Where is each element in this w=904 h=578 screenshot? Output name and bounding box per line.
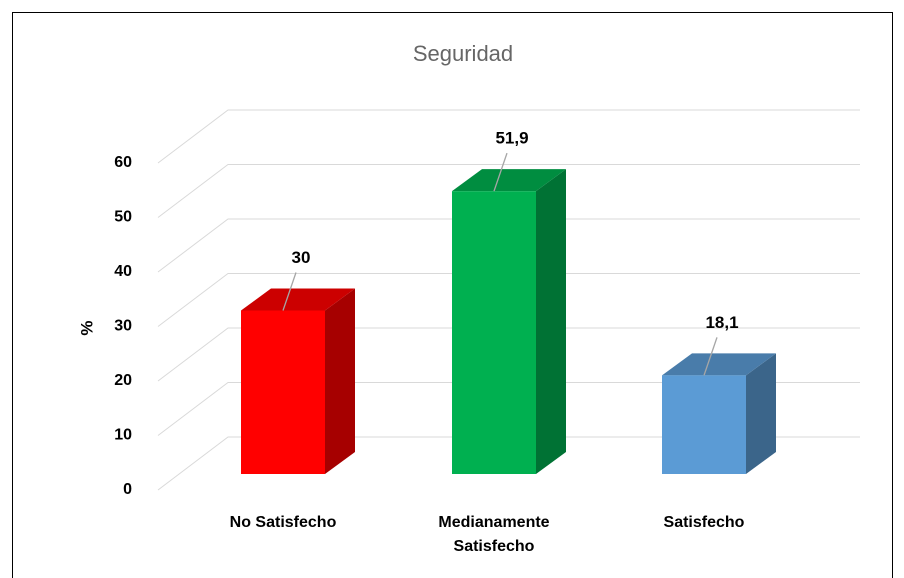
leader-line (493, 152, 508, 192)
bar-top (662, 353, 776, 376)
y-tick-label: 20 (114, 372, 132, 389)
bar-side (325, 288, 355, 474)
grid-line (157, 218, 860, 273)
y-tick-label: 50 (114, 209, 132, 226)
leader-line (282, 272, 297, 311)
data-label: 51,9 (495, 129, 528, 148)
y-tick-label: 30 (114, 318, 132, 335)
data-label: 18,1 (705, 313, 738, 332)
grid-line (157, 382, 860, 436)
bar-top (452, 169, 566, 192)
data-label: 30 (292, 248, 311, 267)
y-tick-label: 10 (114, 427, 132, 444)
bar-side (536, 169, 566, 474)
y-tick-label: 40 (114, 263, 132, 280)
leader-line (703, 337, 718, 376)
bar (452, 191, 536, 474)
grid-line (157, 273, 860, 327)
grid-line (157, 109, 860, 164)
x-tick-label: Medianamente Satisfecho (438, 514, 550, 555)
grid-line (157, 164, 860, 218)
x-tick-label: Satisfecho (663, 514, 745, 531)
grid-line (157, 327, 860, 382)
x-tick-label: No Satisfecho (229, 514, 337, 531)
bar-top (241, 288, 355, 311)
y-axis-label: % (77, 320, 96, 335)
bar (662, 375, 746, 474)
bar-side (746, 353, 776, 474)
bar (241, 310, 325, 474)
y-tick-label: 60 (114, 154, 132, 171)
chart-title: Seguridad (413, 41, 513, 66)
y-tick-label: 0 (123, 481, 132, 498)
grid-line (157, 436, 860, 491)
